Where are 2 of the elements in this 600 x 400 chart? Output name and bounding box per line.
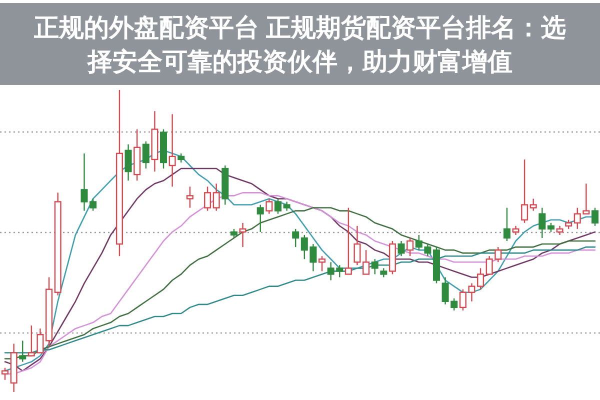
chart-title: 正规的外盘配资平台 正规期货配资平台排名：选择安全可靠的投资伙伴，助力财富增值 — [33, 14, 566, 76]
title: 正规的外盘配资平台 正规期货配资平台排名：选择安全可靠的投资伙伴，助力财富增值 — [0, 3, 600, 85]
